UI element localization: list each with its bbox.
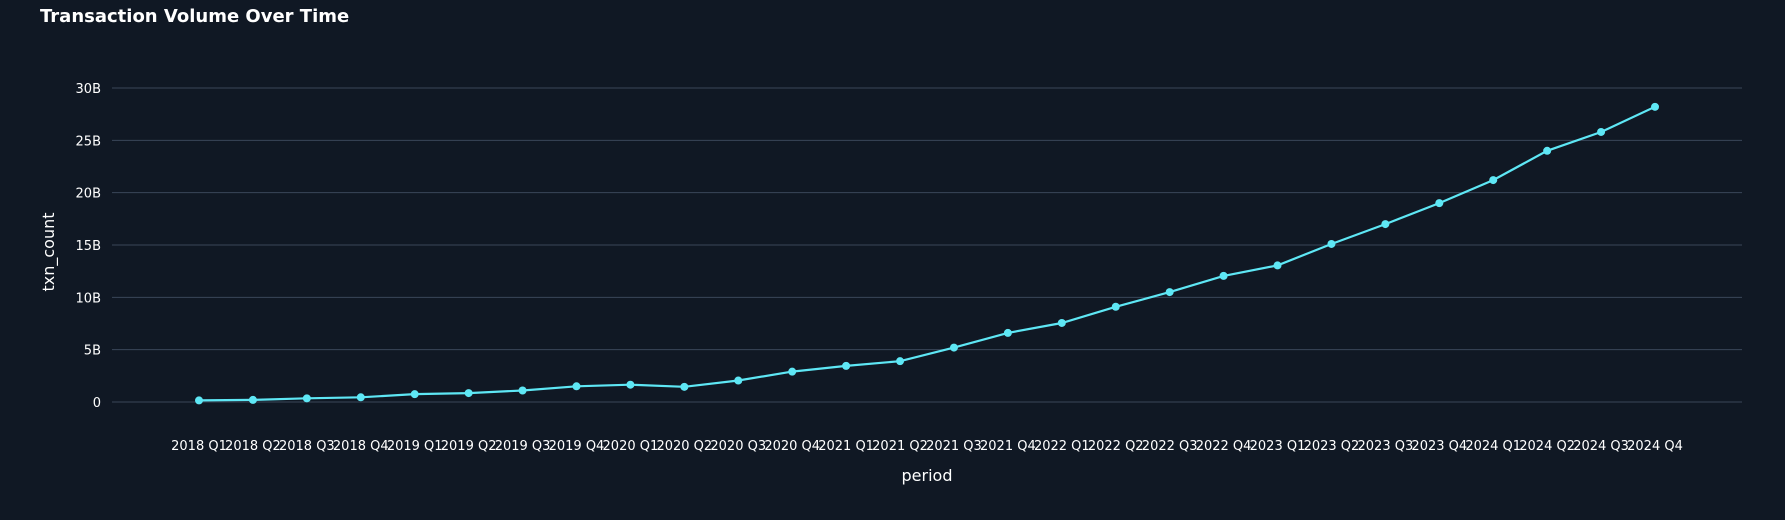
x-tick-label: 2023 Q4: [1411, 439, 1467, 454]
x-tick-label: 2018 Q2: [225, 439, 281, 454]
x-tick-label: 2018 Q4: [333, 439, 389, 454]
data-point: [788, 367, 797, 376]
data-point: [1273, 261, 1282, 270]
data-point: [1057, 318, 1066, 327]
data-point: [1489, 176, 1498, 185]
data-point: [1543, 146, 1552, 155]
data-point: [734, 376, 743, 385]
data-point: [1381, 220, 1390, 229]
data-point: [302, 394, 311, 403]
data-point: [518, 386, 527, 395]
y-tick-label: 30B: [76, 82, 101, 97]
data-point: [1219, 271, 1228, 280]
x-tick-label: 2021 Q3: [926, 439, 982, 454]
x-tick-label: 2020 Q3: [710, 439, 766, 454]
x-tick-label: 2024 Q2: [1519, 439, 1575, 454]
y-axis-label: txn_count: [39, 212, 59, 291]
x-tick-label: 2021 Q1: [818, 439, 874, 454]
data-point: [1111, 302, 1120, 311]
data-point: [842, 361, 851, 370]
x-tick-label: 2019 Q3: [495, 439, 551, 454]
data-point: [1165, 288, 1174, 297]
y-tick-label: 0: [93, 396, 101, 411]
data-point: [248, 395, 257, 404]
chart-title: Transaction Volume Over Time: [40, 6, 350, 27]
data-point: [195, 396, 203, 405]
x-tick-label: 2024 Q1: [1465, 439, 1521, 454]
data-point: [464, 389, 473, 398]
x-tick-label: 2019 Q4: [549, 439, 605, 454]
x-tick-label: 2021 Q4: [980, 439, 1036, 454]
series-line: [198, 105, 1656, 402]
x-tick-label: 2018 Q1: [171, 439, 227, 454]
y-tick-label: 20B: [76, 187, 101, 202]
data-point: [1597, 127, 1606, 136]
data-point: [572, 382, 581, 391]
data-points: [195, 102, 1659, 405]
x-tick-label: 2020 Q2: [656, 439, 712, 454]
x-tick-label: 2021 Q2: [872, 439, 928, 454]
x-tick-label: 2019 Q2: [441, 439, 497, 454]
x-tick-label: 2020 Q1: [603, 439, 659, 454]
y-tick-label: 5B: [84, 344, 101, 359]
x-axis-label: period: [902, 466, 953, 485]
x-tick-label: 2018 Q3: [279, 439, 335, 454]
data-point: [1327, 239, 1336, 248]
data-point: [356, 393, 365, 402]
x-tick-label: 2019 Q1: [387, 439, 443, 454]
data-point: [949, 343, 958, 352]
data-point: [626, 380, 635, 389]
data-point: [1003, 328, 1012, 337]
y-axis-ticks: 0 5B 10B 15B 20B 25B 30B: [76, 82, 101, 411]
data-point: [1651, 102, 1659, 111]
x-tick-label: 2022 Q2: [1088, 439, 1144, 454]
y-tick-label: 15B: [76, 239, 101, 254]
x-tick-label: 2020 Q4: [764, 439, 820, 454]
data-point: [410, 390, 419, 399]
y-tick-label: 25B: [76, 134, 101, 149]
data-point: [680, 382, 689, 391]
grid-layer: [112, 87, 1742, 403]
x-tick-label: 2024 Q4: [1627, 439, 1683, 454]
x-tick-label: 2022 Q1: [1034, 439, 1090, 454]
x-tick-label: 2023 Q3: [1358, 439, 1414, 454]
data-point: [1435, 199, 1444, 208]
x-tick-label: 2022 Q3: [1142, 439, 1198, 454]
x-tick-label: 2023 Q1: [1250, 439, 1306, 454]
x-tick-label: 2022 Q4: [1196, 439, 1252, 454]
y-tick-label: 10B: [76, 291, 101, 306]
x-tick-label: 2024 Q3: [1573, 439, 1629, 454]
data-point: [896, 357, 905, 366]
x-tick-label: 2023 Q2: [1304, 439, 1360, 454]
